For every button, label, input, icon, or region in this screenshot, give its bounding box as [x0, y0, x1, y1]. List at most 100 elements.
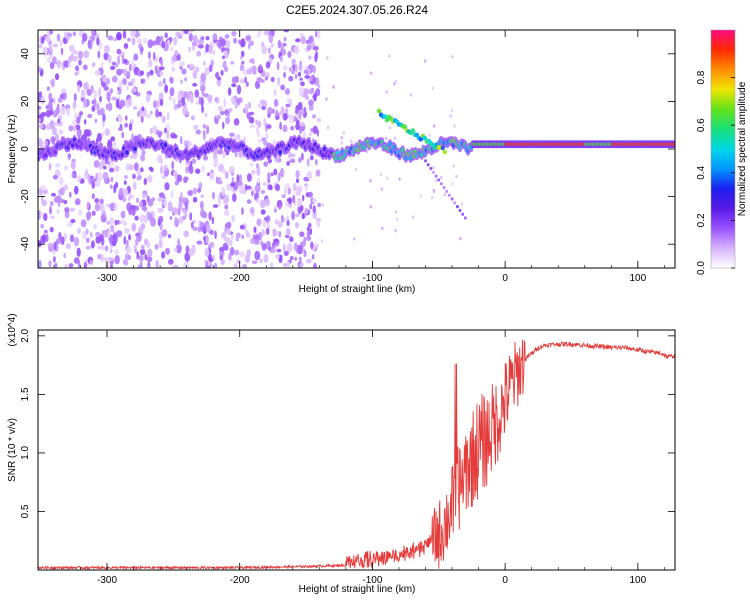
noise-blob: [218, 163, 225, 173]
noise-blob: [309, 80, 316, 85]
snr-y-tick-label: 1.5: [20, 387, 31, 401]
noise-blob: [47, 243, 53, 247]
noise-blob: [177, 53, 181, 61]
noise-blob: [138, 254, 144, 262]
noise-blob: [40, 185, 46, 190]
noise-blob: [142, 193, 146, 199]
secondary-trace: [426, 163, 430, 167]
noise-blob: [235, 232, 241, 239]
noise-blob: [106, 91, 111, 101]
noise-blob: [45, 123, 52, 130]
noise-blob: [239, 78, 246, 84]
noise-blob: [140, 78, 144, 84]
noise-blob: [40, 36, 45, 44]
noise-blob: [117, 55, 121, 65]
noise-blob: [267, 47, 271, 54]
noise-blob: [109, 184, 113, 189]
noise-blob: [106, 220, 111, 225]
noise-blob: [179, 90, 185, 96]
noise-blob: [201, 165, 205, 172]
noise-blob: [264, 76, 269, 81]
noise-blob: [236, 98, 241, 106]
noise-blob: [63, 252, 67, 259]
band-core: [163, 142, 168, 148]
noise-blob: [182, 207, 186, 215]
noise-blob: [231, 214, 235, 223]
noise-blob: [60, 236, 65, 245]
noise-blob: [166, 111, 170, 121]
noise-blob: [133, 181, 137, 191]
noise-blob: [279, 255, 283, 261]
noise-blob: [124, 253, 128, 262]
noise-blob: [297, 199, 303, 208]
noise-blob: [288, 75, 294, 82]
noise-blob: [305, 39, 310, 44]
noise-blob: [202, 155, 209, 161]
noise-blob: [394, 79, 398, 84]
noise-blob: [115, 98, 120, 109]
noise-blob: [256, 131, 261, 138]
noise-blob: [440, 175, 443, 180]
noise-blob: [54, 73, 60, 81]
noise-blob: [54, 162, 61, 168]
noise-blob: [223, 98, 227, 108]
noise-blob: [281, 218, 286, 223]
noise-blob: [265, 61, 271, 69]
secondary-trace: [463, 216, 467, 220]
spectrogram-x-axis: -300 -200 -100 0 100: [53, 30, 665, 284]
noise-blob: [128, 164, 134, 171]
noise-blob: [253, 226, 257, 234]
noise-blob: [256, 218, 262, 227]
noise-blob: [45, 109, 51, 118]
noise-blob: [194, 124, 199, 130]
noise-blob: [158, 80, 163, 87]
noise-blob: [85, 168, 88, 176]
noise-blob: [231, 30, 237, 37]
noise-blob: [393, 82, 396, 86]
noise-blob: [146, 71, 150, 77]
noise-blob: [140, 167, 144, 173]
noise-blob: [277, 172, 281, 182]
noise-blob: [283, 36, 287, 42]
noise-blob: [205, 234, 209, 244]
snr-line: [38, 339, 675, 570]
noise-blob: [286, 228, 291, 237]
colorbar-tick-label: 0.8: [696, 70, 707, 84]
noise-blob: [126, 202, 132, 212]
noise-blob: [200, 194, 204, 198]
noise-blob: [155, 259, 159, 268]
noise-blob: [280, 106, 285, 115]
noise-blob: [102, 171, 109, 181]
noise-blob: [216, 76, 222, 81]
noise-blob: [60, 47, 64, 56]
noise-blob: [294, 256, 297, 261]
noise-blob: [95, 172, 99, 180]
noise-blob: [225, 39, 231, 49]
noise-blob: [197, 44, 204, 49]
noise-blob: [183, 30, 190, 35]
noise-blob: [109, 167, 115, 173]
spectrogram-x-label: Height of straight line (km): [299, 284, 416, 295]
noise-blob: [316, 30, 321, 40]
noise-blob: [113, 202, 118, 212]
noise-blob: [101, 158, 105, 166]
noise-blob: [354, 167, 358, 172]
noise-blob: [249, 206, 255, 215]
noise-blob: [142, 205, 147, 212]
noise-blob: [272, 229, 278, 237]
noise-blob: [77, 227, 81, 235]
noise-blob: [251, 57, 255, 65]
noise-blob: [245, 230, 249, 238]
noise-blob: [42, 46, 48, 55]
noise-blob: [287, 50, 292, 59]
snr-y-axis: 0.5 1.0 1.5 2.0: [20, 328, 675, 518]
noise-blob: [292, 184, 298, 192]
noise-blob: [63, 60, 70, 68]
noise-blob: [273, 88, 277, 96]
noise-blob: [59, 39, 63, 47]
noise-blob: [316, 219, 321, 228]
noise-blob: [66, 222, 72, 227]
noise-blob: [109, 216, 115, 226]
noise-blob: [43, 229, 48, 234]
noise-blob: [102, 113, 106, 122]
